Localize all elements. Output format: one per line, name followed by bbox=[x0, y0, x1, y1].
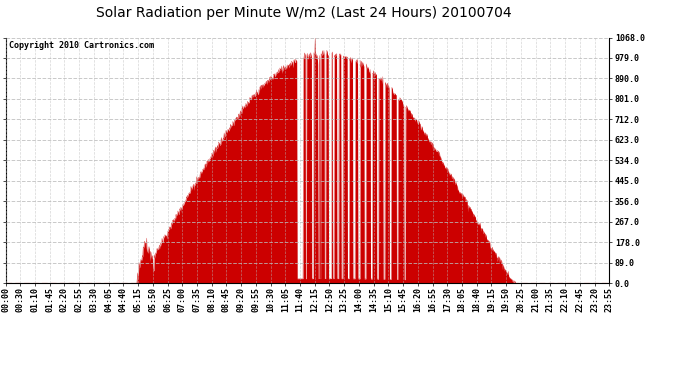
Text: Solar Radiation per Minute W/m2 (Last 24 Hours) 20100704: Solar Radiation per Minute W/m2 (Last 24… bbox=[96, 6, 511, 20]
Text: Copyright 2010 Cartronics.com: Copyright 2010 Cartronics.com bbox=[8, 41, 154, 50]
